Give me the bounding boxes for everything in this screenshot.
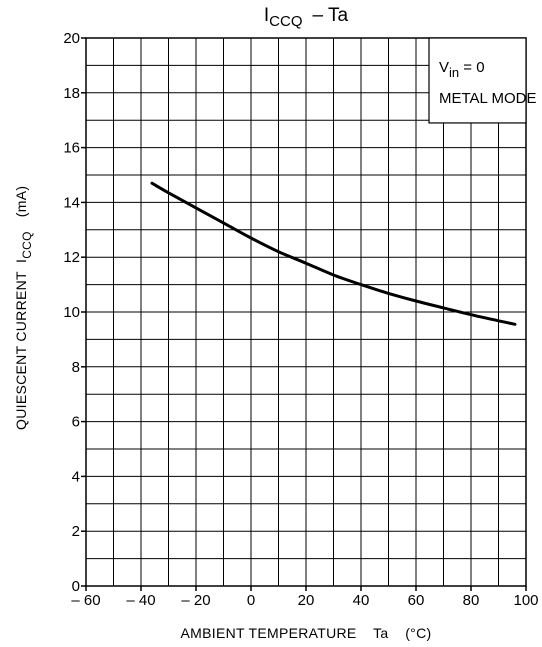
y-tick-label: 16	[63, 140, 80, 157]
annotation-box	[428, 37, 527, 124]
x-tick-label: – 60	[71, 592, 100, 609]
y-tick-label: 0	[72, 578, 80, 595]
y-axis-label-unit: (mA)	[13, 186, 29, 218]
y-tick-label: 18	[63, 85, 80, 102]
y-tick-label: 12	[63, 249, 80, 266]
y-tick-label: 14	[63, 194, 80, 211]
y-tick-label: 8	[72, 359, 80, 376]
y-tick-label: 20	[63, 30, 80, 47]
y-axis-label-prefix: QUIESCENT CURRENT I	[13, 259, 29, 430]
annotation-mode: METAL MODE	[439, 90, 537, 107]
y-tick-label: 10	[63, 304, 80, 321]
x-tick-label: 60	[408, 592, 425, 609]
x-tick-label: 0	[247, 592, 255, 609]
y-tick-label: 4	[72, 468, 80, 485]
y-axis-label: QUIESCENT CURRENT ICCQ (mA)	[13, 173, 34, 451]
x-tick-label: – 20	[181, 592, 210, 609]
annotation-vin-rest: = 0	[459, 59, 484, 76]
x-tick-label: 100	[513, 592, 538, 609]
series-line	[150, 181, 517, 326]
x-tick-label: – 40	[126, 592, 155, 609]
y-tick-label: 2	[72, 523, 80, 540]
y-tick-label: 6	[72, 414, 80, 431]
chart-title: ICCQ – Ta	[264, 5, 349, 30]
x-tick-label: 80	[463, 592, 480, 609]
x-axis-label: AMBIENT TEMPERATURE Ta (°C)	[181, 625, 432, 641]
annotation-vin: Vin = 0	[439, 59, 485, 80]
x-tick-label: 40	[353, 592, 370, 609]
axis-ticks: – 60 – 40 – 20 0 20 40 60 80 100 0 2 4 6 8 10 12 14 16 18 2…	[63, 30, 538, 609]
annotation-vin-sub: in	[449, 65, 459, 80]
title-sub: CCQ	[269, 13, 302, 30]
title-main: I	[264, 5, 269, 26]
x-tick-label: 20	[298, 592, 315, 609]
y-axis-label-sub: CCQ	[20, 231, 34, 259]
title-rest: – Ta	[313, 5, 349, 26]
annotation-vin-main: V	[439, 59, 449, 76]
